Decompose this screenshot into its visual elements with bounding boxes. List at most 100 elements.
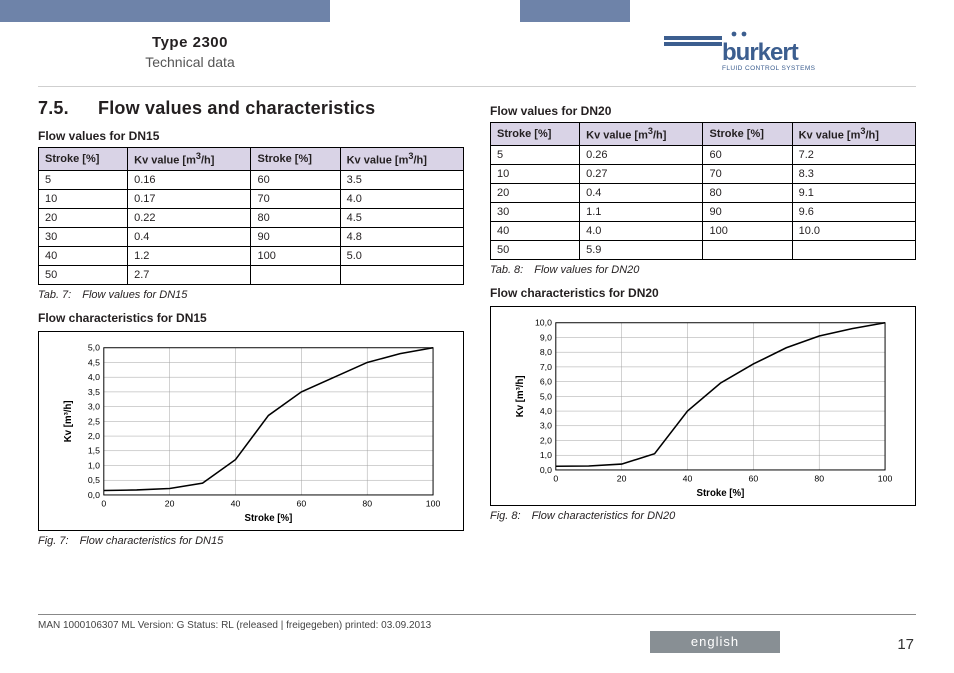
table-cell: 10.0 xyxy=(792,221,915,240)
svg-text:100: 100 xyxy=(426,498,441,508)
table-header-row: Stroke [%]Kv value [m3/h]Stroke [%]Kv va… xyxy=(39,148,464,171)
section-number: 7.5. xyxy=(38,98,98,119)
svg-text:2,0: 2,0 xyxy=(540,435,552,445)
table-cell: 5.0 xyxy=(340,246,463,265)
table-cell: 0.27 xyxy=(580,164,703,183)
svg-text:Kv [m³/h]: Kv [m³/h] xyxy=(515,375,526,417)
svg-text:2,0: 2,0 xyxy=(88,431,100,441)
svg-text:burkert: burkert xyxy=(722,39,799,66)
table-cell: 9.1 xyxy=(792,183,915,202)
dn15-chart-title: Flow characteristics for DN15 xyxy=(38,311,464,325)
svg-text:3,0: 3,0 xyxy=(88,401,100,411)
svg-text:60: 60 xyxy=(297,498,307,508)
svg-text:9,0: 9,0 xyxy=(540,332,552,342)
svg-text:1,0: 1,0 xyxy=(88,460,100,470)
table-row: 100.27708.3 xyxy=(491,164,916,183)
dn20-table-caption: Tab. 8: Flow values for DN20 xyxy=(490,264,916,276)
burkert-logo: burkert FLUID CONTROL SYSTEMS xyxy=(664,28,834,72)
table-cell: 70 xyxy=(251,189,340,208)
table-cell: 90 xyxy=(703,202,792,221)
table-cell: 1.1 xyxy=(580,202,703,221)
table-cell: 0.16 xyxy=(128,170,251,189)
table-cell: 30 xyxy=(39,227,128,246)
table-row: 300.4904.8 xyxy=(39,227,464,246)
table-cell: 4.5 xyxy=(340,208,463,227)
svg-text:100: 100 xyxy=(878,473,893,483)
svg-text:6,0: 6,0 xyxy=(540,376,552,386)
svg-text:80: 80 xyxy=(362,498,372,508)
header-title-block: Type 2300 Technical data xyxy=(60,34,320,70)
svg-text:10,0: 10,0 xyxy=(535,317,552,327)
table-cell: 0.17 xyxy=(128,189,251,208)
table-cell: 3.5 xyxy=(340,170,463,189)
table-cell: 100 xyxy=(251,246,340,265)
table-row: 100.17704.0 xyxy=(39,189,464,208)
table-header-cell: Kv value [m3/h] xyxy=(340,148,463,171)
svg-text:0,5: 0,5 xyxy=(88,475,100,485)
table-cell: 10 xyxy=(39,189,128,208)
svg-text:3,5: 3,5 xyxy=(88,386,100,396)
table-cell: 50 xyxy=(491,240,580,259)
header-separator xyxy=(38,86,916,87)
table-header-cell: Kv value [m3/h] xyxy=(580,123,703,146)
table-row: 404.010010.0 xyxy=(491,221,916,240)
dn20-table-title: Flow values for DN20 xyxy=(490,104,916,118)
table-header-cell: Stroke [%] xyxy=(703,123,792,146)
table-row: 50.26607.2 xyxy=(491,145,916,164)
svg-text:5,0: 5,0 xyxy=(540,391,552,401)
table-row: 505.9 xyxy=(491,240,916,259)
table-cell: 1.2 xyxy=(128,246,251,265)
table-cell: 9.6 xyxy=(792,202,915,221)
table-cell: 60 xyxy=(703,145,792,164)
table-row: 401.21005.0 xyxy=(39,246,464,265)
svg-text:20: 20 xyxy=(617,473,627,483)
table-cell: 5 xyxy=(39,170,128,189)
table-header-cell: Stroke [%] xyxy=(491,123,580,146)
table-cell: 0.22 xyxy=(128,208,251,227)
table-cell: 40 xyxy=(491,221,580,240)
table-header-row: Stroke [%]Kv value [m3/h]Stroke [%]Kv va… xyxy=(491,123,916,146)
table-row: 301.1909.6 xyxy=(491,202,916,221)
svg-text:2,5: 2,5 xyxy=(88,416,100,426)
svg-text:40: 40 xyxy=(231,498,241,508)
table-cell: 4.0 xyxy=(340,189,463,208)
table-cell: 40 xyxy=(39,246,128,265)
table-cell: 100 xyxy=(703,221,792,240)
footer-meta: MAN 1000106307 ML Version: G Status: RL … xyxy=(38,620,431,631)
left-column: 7.5.Flow values and characteristics Flow… xyxy=(38,98,464,601)
table-cell: 70 xyxy=(703,164,792,183)
table-cell: 4.0 xyxy=(580,221,703,240)
footer-separator xyxy=(38,614,916,615)
table-cell: 4.8 xyxy=(340,227,463,246)
table-cell xyxy=(792,240,915,259)
table-cell: 60 xyxy=(251,170,340,189)
table-row: 50.16603.5 xyxy=(39,170,464,189)
table-cell xyxy=(703,240,792,259)
svg-text:0: 0 xyxy=(101,498,106,508)
top-bar xyxy=(0,0,954,22)
table-header-cell: Stroke [%] xyxy=(39,148,128,171)
table-cell: 20 xyxy=(491,183,580,202)
dn20-table: Stroke [%]Kv value [m3/h]Stroke [%]Kv va… xyxy=(490,122,916,260)
dn15-table-caption: Tab. 7: Flow values for DN15 xyxy=(38,289,464,301)
table-cell: 5 xyxy=(491,145,580,164)
svg-text:1,5: 1,5 xyxy=(88,445,100,455)
table-cell: 0.26 xyxy=(580,145,703,164)
table-cell: 30 xyxy=(491,202,580,221)
svg-text:3,0: 3,0 xyxy=(540,420,552,430)
table-cell: 80 xyxy=(251,208,340,227)
table-cell: 80 xyxy=(703,183,792,202)
table-cell: 20 xyxy=(39,208,128,227)
table-cell: 2.7 xyxy=(128,265,251,284)
table-cell: 10 xyxy=(491,164,580,183)
svg-text:FLUID CONTROL SYSTEMS: FLUID CONTROL SYSTEMS xyxy=(722,65,816,72)
svg-text:5,0: 5,0 xyxy=(88,342,100,352)
svg-text:0: 0 xyxy=(553,473,558,483)
dn20-chart: 0,01,02,03,04,05,06,07,08,09,010,0020406… xyxy=(490,306,916,506)
header-subtitle: Technical data xyxy=(60,54,320,70)
top-bar-right xyxy=(520,0,630,22)
dn20-chart-title: Flow characteristics for DN20 xyxy=(490,286,916,300)
table-row: 200.22804.5 xyxy=(39,208,464,227)
svg-text:80: 80 xyxy=(814,473,824,483)
table-header-cell: Kv value [m3/h] xyxy=(792,123,915,146)
